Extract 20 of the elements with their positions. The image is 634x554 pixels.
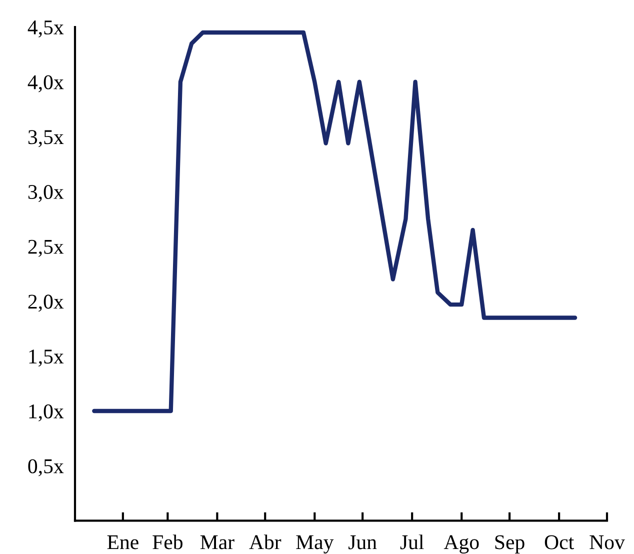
y-tick-label: 1,5x <box>29 350 64 367</box>
y-tick-label: 3,5x <box>28 130 64 148</box>
x-tick-label: Ene <box>107 535 138 550</box>
y-tick-label: 2,5x <box>28 240 64 257</box>
x-tick-label: Ago <box>444 535 479 554</box>
x-tick-label: May <box>296 535 334 554</box>
y-tick-label: 1,0x <box>29 404 64 422</box>
x-tick-label: Feb <box>152 534 182 550</box>
x-tick-label: Jul <box>400 534 424 550</box>
x-tick-label: Nov <box>590 535 625 550</box>
x-tick-label: Oct <box>544 535 574 550</box>
x-tick-label: Jun <box>348 535 377 550</box>
y-tick-label: 3,0x <box>28 184 64 202</box>
x-tick-label: Sep <box>495 535 524 554</box>
y-tick-label: 2,0x <box>28 294 64 312</box>
y-tick-label: 4,5x <box>28 20 64 38</box>
x-tick-label: Abr <box>249 534 282 550</box>
y-tick-label: 4,0x <box>28 75 64 92</box>
x-tick-label: Mar <box>200 535 234 550</box>
y-tick-label: 0,5x <box>28 459 64 476</box>
